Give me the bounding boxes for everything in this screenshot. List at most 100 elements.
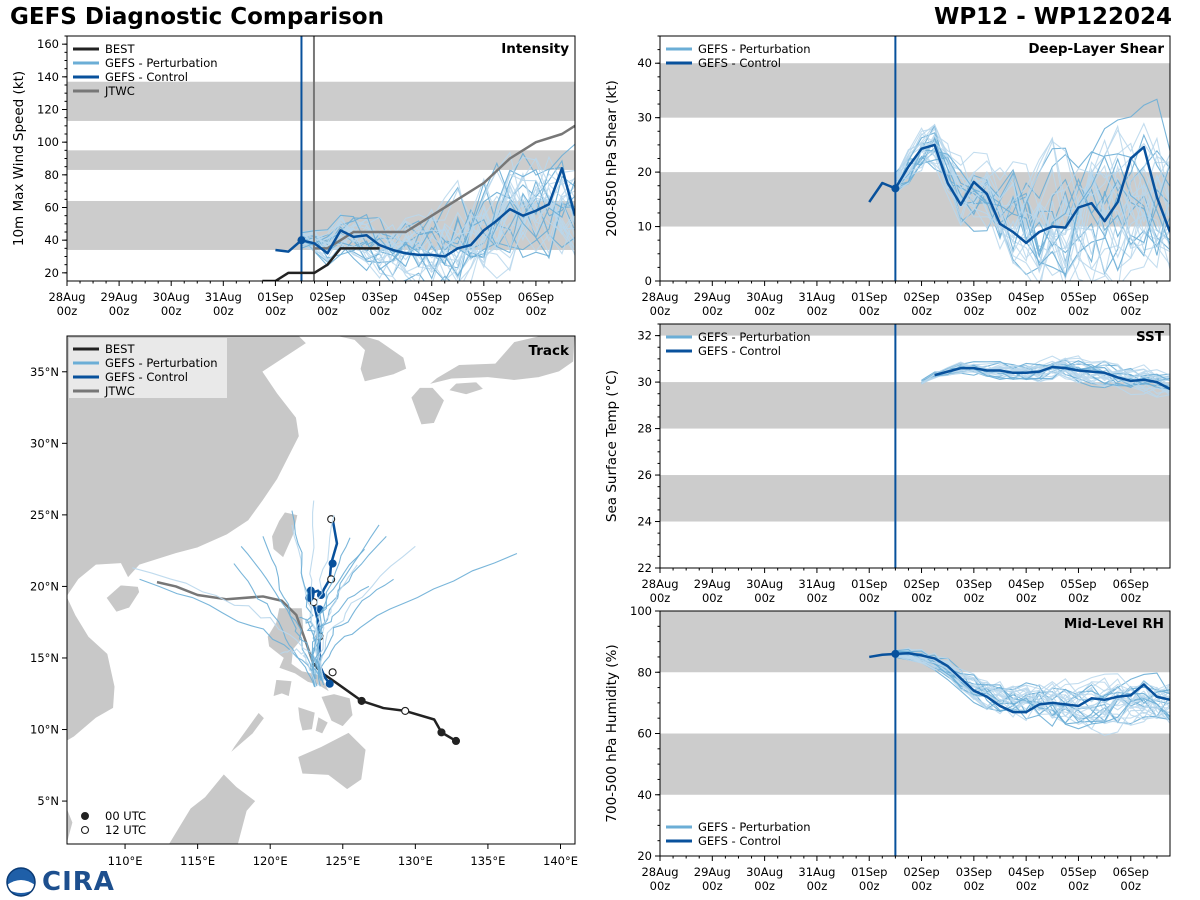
sst-ytick-label: 24	[637, 515, 652, 529]
rh-xtick-label: 30Aug	[746, 865, 783, 879]
track-best-marker	[357, 696, 366, 705]
track-perturbation-members	[132, 500, 518, 688]
shear-xtick-label: 00z	[702, 304, 723, 318]
sst-xtick-label: 02Sep	[903, 577, 939, 591]
rh-xtick-label: 00z	[702, 879, 723, 893]
sst-xtick-label: 00z	[1120, 591, 1141, 605]
legend-label-perturbation: GEFS - Perturbation	[698, 330, 811, 344]
shear-xtick-label: 01Sep	[851, 290, 887, 304]
shear-ytick-label: 40	[637, 56, 652, 70]
rh-perturbation-line	[895, 648, 1170, 730]
mindoro-landmass	[272, 679, 293, 698]
track-best-line	[312, 662, 457, 743]
intensity-xtick-label: 30Aug	[153, 290, 190, 304]
rh-xtick-label: 00z	[1016, 879, 1037, 893]
track-perturbation-line	[314, 514, 335, 686]
intensity-xtick-label: 01Sep	[257, 290, 293, 304]
track-map	[67, 336, 575, 844]
track-panel: 110°E 115°E 120°E 125°E 130°E 135°E 140°E 5°N 10…	[30, 335, 578, 868]
track-best-marker	[328, 668, 337, 677]
shear-xtick-label: 00z	[964, 304, 985, 318]
rh-xtick-label: 04Sep	[1008, 865, 1044, 879]
sst-xtick-label: 03Sep	[956, 577, 992, 591]
track-xtick-label: 130°E	[398, 854, 433, 868]
rh-xtick-label: 00z	[1120, 879, 1141, 893]
palawan-landmass	[229, 711, 265, 755]
track-best-marker	[401, 706, 410, 715]
intensity-band	[67, 150, 575, 170]
intensity-xtick-label: 00z	[57, 304, 78, 318]
intensity-ytick-label: 20	[44, 266, 59, 280]
sst-control-line	[934, 365, 1170, 391]
marker-legend-00-dot	[81, 812, 89, 820]
rh-control-line	[869, 652, 1170, 714]
sst-ytick-label: 32	[637, 329, 652, 343]
rh-ylabel: 700-500 hPa Humidity (%)	[604, 644, 620, 822]
intensity-xtick-label: 00z	[161, 304, 182, 318]
track-control-marker	[325, 679, 334, 688]
intensity-ytick-label: 140	[37, 70, 59, 84]
shear-main-lines	[868, 143, 1170, 245]
intensity-perturbation-line	[301, 143, 575, 281]
sst-ytick-label: 28	[637, 422, 652, 436]
legend-label-perturbation: GEFS - Perturbation	[698, 42, 811, 56]
legend-label-best: BEST	[105, 342, 135, 356]
shear-perturbation-line	[894, 142, 1170, 246]
cebu-landmass	[314, 716, 329, 735]
sst-xtick-label: 00z	[754, 591, 775, 605]
logo-label: CIRA	[42, 867, 115, 897]
track-perturbation-line	[315, 548, 365, 684]
sst-xtick-label: 00z	[1016, 591, 1037, 605]
sst-xtick-label: 30Aug	[746, 577, 783, 591]
sst-xtick-label: 00z	[911, 591, 932, 605]
rh-xtick-label: 06Sep	[1113, 865, 1149, 879]
shear-xtick-label: 02Sep	[903, 290, 939, 304]
sst-xtick-label: 00z	[702, 591, 723, 605]
rh-xtick-label: 00z	[807, 879, 828, 893]
rh-xtick-label: 31Aug	[798, 865, 835, 879]
shear-xtick-label: 28Aug	[641, 290, 678, 304]
legend-label-perturbation: GEFS - Perturbation	[105, 56, 218, 70]
sst-xtick-label: 00z	[859, 591, 880, 605]
track-xtick-label: 110°E	[108, 854, 143, 868]
intensity-perturbation-line	[301, 177, 575, 261]
intensity-xtick-label: 06Sep	[518, 290, 554, 304]
luzon-landmass	[266, 607, 331, 694]
intensity-xtick-label: 31Aug	[205, 290, 242, 304]
shear-xtick-label: 00z	[754, 304, 775, 318]
track-xtick-label: 125°E	[325, 854, 360, 868]
sst-xtick-label: 06Sep	[1113, 577, 1149, 591]
page-title: GEFS Diagnostic Comparison	[10, 4, 384, 30]
intensity-ytick-label: 160	[37, 37, 59, 51]
shear-perturbation-line	[895, 128, 1170, 251]
track-perturbation-line	[299, 616, 317, 680]
shear-title: Deep-Layer Shear	[1028, 41, 1164, 57]
intensity-xtick-label: 29Aug	[101, 290, 138, 304]
rh-band	[660, 611, 1170, 673]
rh-ytick-label: 20	[637, 849, 652, 863]
track-title: Track	[529, 343, 570, 359]
shear-ylabel: 200-850 hPa Shear (kt)	[604, 80, 620, 237]
shear-ytick-label: 0	[645, 274, 652, 288]
rh-ytick-label: 40	[637, 788, 652, 802]
intensity-ytick-label: 60	[44, 201, 59, 215]
cira-logo: CIRA	[4, 866, 115, 898]
rh-xtick-label: 02Sep	[903, 865, 939, 879]
shear-xtick-label: 06Sep	[1113, 290, 1149, 304]
intensity-xtick-label: 28Aug	[48, 290, 85, 304]
shear-perturbation-line	[895, 143, 1170, 253]
shear-panel: 28Aug00z29Aug00z30Aug00z31Aug00z01Sep00z…	[604, 35, 1171, 318]
track-ytick-label: 5°N	[37, 794, 59, 808]
intensity-perturbation-line	[301, 180, 575, 280]
track-ytick-label: 20°N	[30, 579, 59, 593]
mindanao-landmass	[297, 731, 367, 791]
rh-perturbation-line	[895, 655, 1170, 720]
rh-control-init-point	[891, 649, 900, 658]
shear-perturbation-line	[895, 148, 1170, 278]
intensity-xtick-label: 00z	[473, 304, 494, 318]
rh-ytick-label: 80	[637, 665, 652, 679]
shear-xtick-label: 00z	[859, 304, 880, 318]
borneo-landmass	[168, 773, 257, 844]
intensity-xtick-label: 00z	[213, 304, 234, 318]
intensity-perturbation-line	[301, 169, 575, 252]
